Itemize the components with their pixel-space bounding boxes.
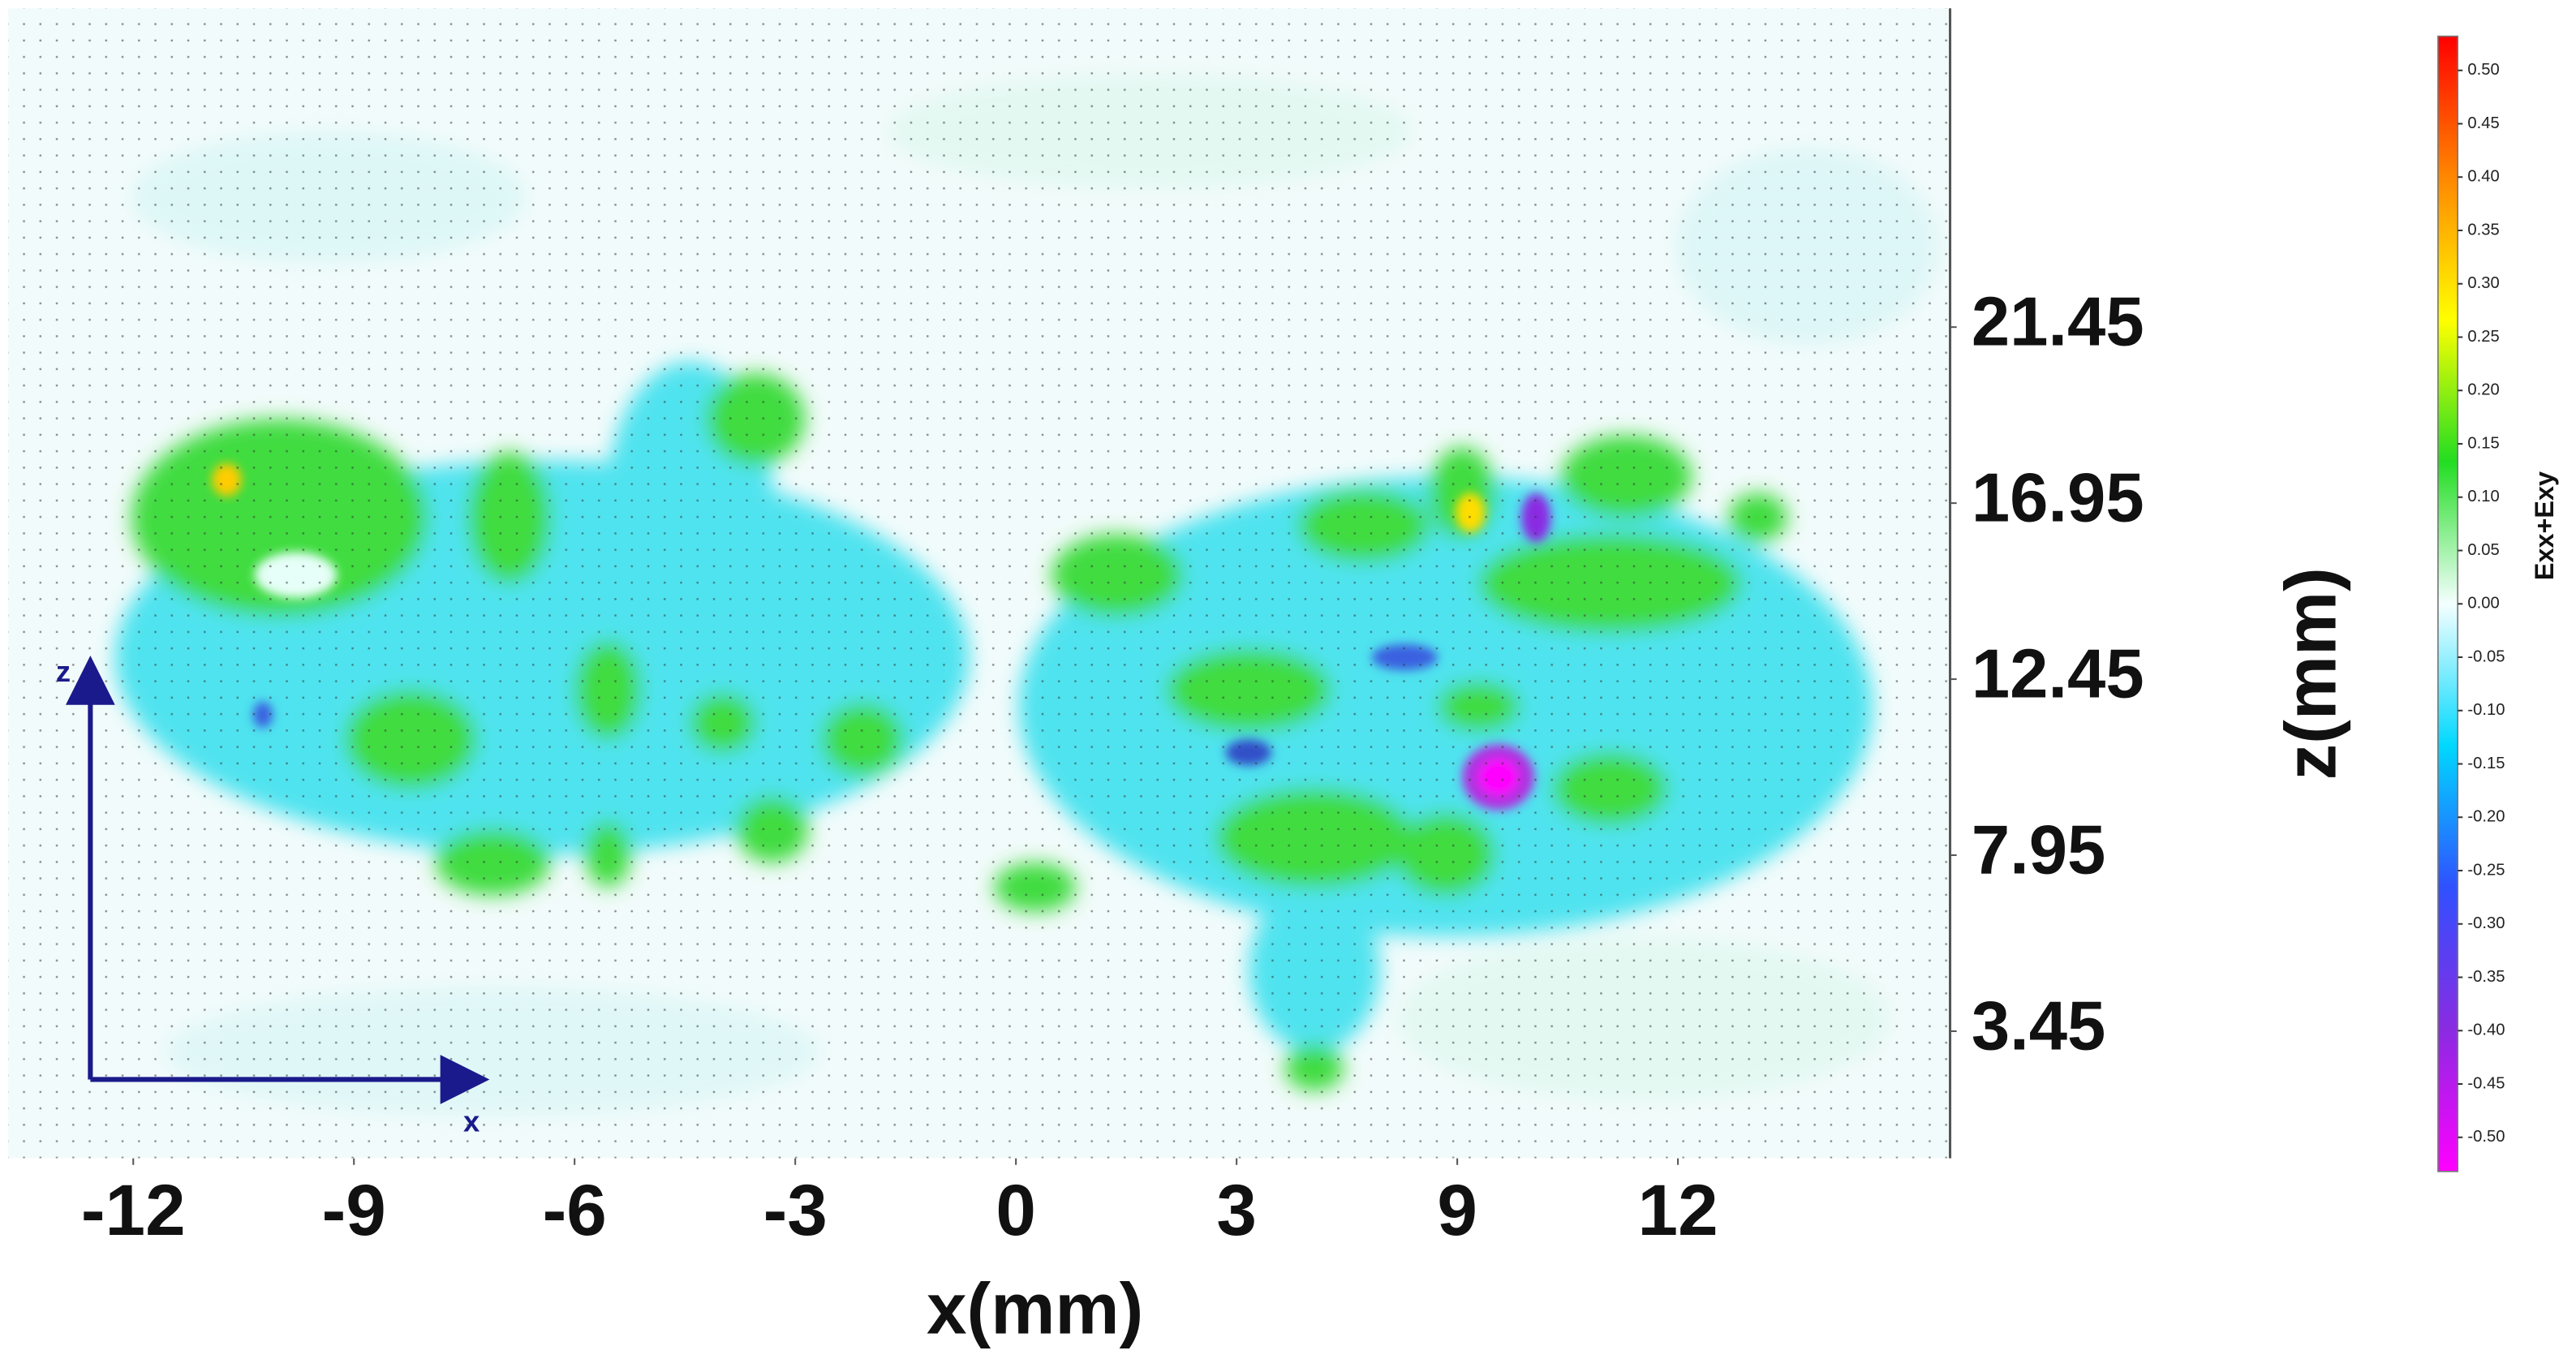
x-tick-label: -9 [322,1169,386,1250]
colorbar-tick-label: 0.30 [2467,274,2499,292]
colorbar-tick-label: -0.45 [2467,1074,2505,1092]
y-axis-label: z(mm) [2270,567,2351,780]
colorbar-label: Exx+Exy [2530,471,2559,580]
colorbar-tick-label: 0.50 [2467,61,2499,79]
x-axis-label: x(mm) [927,1268,1143,1349]
colorbar-tick-label: 0.05 [2467,541,2499,559]
colorbar-tick-label: 0.35 [2467,221,2499,239]
colorbar-tick-label: 0.20 [2467,381,2499,399]
colorbar-tick-label: -0.40 [2467,1021,2505,1039]
colorbar-tick-label: -0.30 [2467,914,2505,932]
x-tick-label: 0 [996,1169,1036,1250]
colorbar-tick-label: -0.25 [2467,861,2505,879]
x-tick-label: -12 [81,1169,186,1250]
colorbar-tick-label: -0.50 [2467,1128,2505,1146]
strain-field [8,8,1950,1159]
colorbar-tick-label: -0.15 [2467,755,2505,772]
colorbar-tick-label: -0.20 [2467,808,2505,826]
colorbar-tick-label: 0.45 [2467,114,2499,132]
x-annotation: x [463,1105,480,1138]
colorbar-tick-label: 0.15 [2467,434,2499,452]
y-tick-label: 3.45 [1972,987,2106,1064]
z-annotation: z [56,655,71,688]
colorbar-tick-label: -0.05 [2467,647,2505,665]
x-tick-label: -6 [543,1169,607,1250]
colorbar-tick-label: -0.35 [2467,968,2505,986]
y-tick-label: 7.95 [1972,811,2106,888]
x-tick-label: 9 [1437,1169,1477,1250]
x-tick-label: 3 [1216,1169,1257,1250]
y-tick-label: 16.95 [1972,460,2144,537]
colorbar-tick-label: 0.40 [2467,168,2499,186]
colorbar-tick-label: 0.00 [2467,595,2499,613]
x-tick-label: 12 [1638,1169,1718,1250]
colorbar-tick-label: -0.10 [2467,701,2505,719]
colorbar-tick-label: 0.10 [2467,488,2499,505]
y-tick-label: 12.45 [1972,636,2144,713]
y-tick-label: 21.45 [1972,284,2144,361]
colorbar [2437,35,2459,1172]
colorbar-tick-label: 0.25 [2467,328,2499,346]
x-tick-label: -3 [763,1169,828,1250]
